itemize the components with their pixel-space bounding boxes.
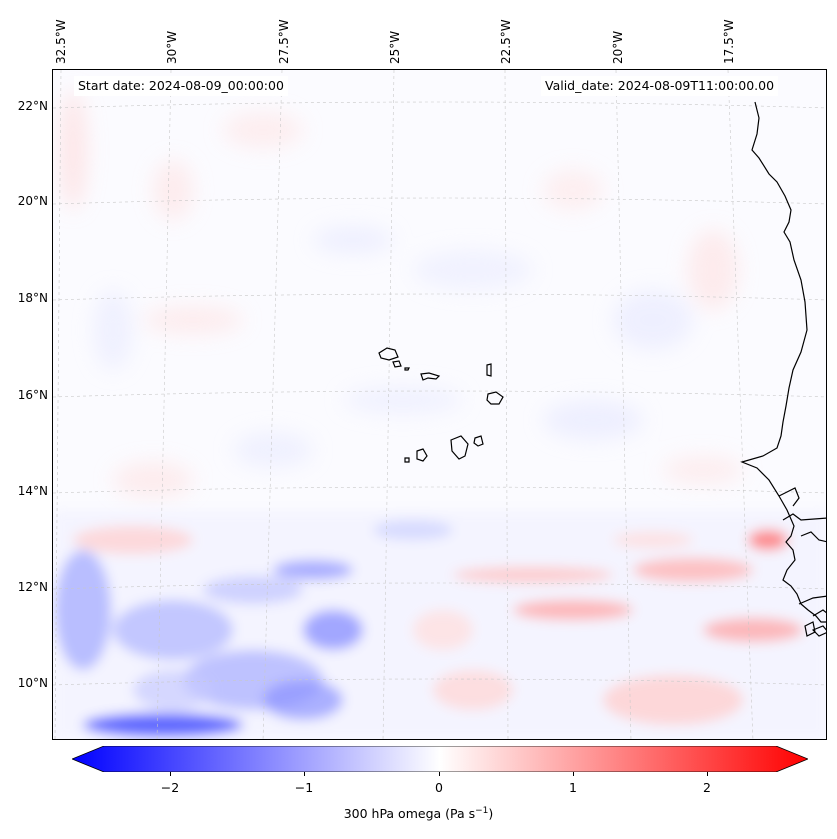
- valid-date-label: Valid_date: 2024-08-09T11:00:00.00: [541, 76, 778, 96]
- colorbar-label: 300 hPa omega (Pa s−1): [0, 806, 837, 821]
- lat-label-14n: 14°N: [0, 484, 48, 498]
- lat-label-18n: 18°N: [0, 291, 48, 305]
- colorbar-tick-neg1: −1: [289, 780, 319, 795]
- lat-label-10n: 10°N: [0, 676, 48, 690]
- lon-label-27-5w: 27.5°W: [277, 19, 291, 64]
- colorbar-tickmark-0: [439, 772, 440, 776]
- omega-field-lower: [53, 510, 827, 740]
- colorbar-tick-1: 1: [558, 780, 588, 795]
- lon-label-25w: 25°W: [388, 31, 402, 64]
- colorbar-tick-0: 0: [424, 780, 454, 795]
- colorbar: [72, 746, 808, 772]
- colorbar-label-sup: −1: [475, 806, 488, 816]
- lon-label-17-5w: 17.5°W: [722, 19, 736, 64]
- colorbar-label-suffix: ): [488, 806, 493, 821]
- start-date-label: Start date: 2024-08-09_00:00:00: [74, 76, 288, 96]
- map-panel: [52, 69, 827, 740]
- lon-label-20w: 20°W: [611, 31, 625, 64]
- colorbar-tick-neg2: −2: [155, 780, 185, 795]
- colorbar-tickmark-neg2: [170, 772, 171, 776]
- colorbar-label-prefix: 300 hPa omega (Pa s: [344, 806, 475, 821]
- colorbar-tickmark-2: [707, 772, 708, 776]
- lat-label-12n: 12°N: [0, 580, 48, 594]
- colorbar-tick-2: 2: [692, 780, 722, 795]
- lon-label-30w: 30°W: [165, 31, 179, 64]
- colorbar-tickmark-1: [573, 772, 574, 776]
- lat-label-16n: 16°N: [0, 388, 48, 402]
- lat-label-22n: 22°N: [0, 99, 48, 113]
- lon-label-32-5w: 32.5°W: [54, 19, 68, 64]
- map-canvas: [53, 70, 827, 740]
- colorbar-gradient: [72, 746, 808, 772]
- colorbar-tickmark-neg1: [304, 772, 305, 776]
- lon-label-22-5w: 22.5°W: [499, 19, 513, 64]
- lat-label-20n: 20°N: [0, 194, 48, 208]
